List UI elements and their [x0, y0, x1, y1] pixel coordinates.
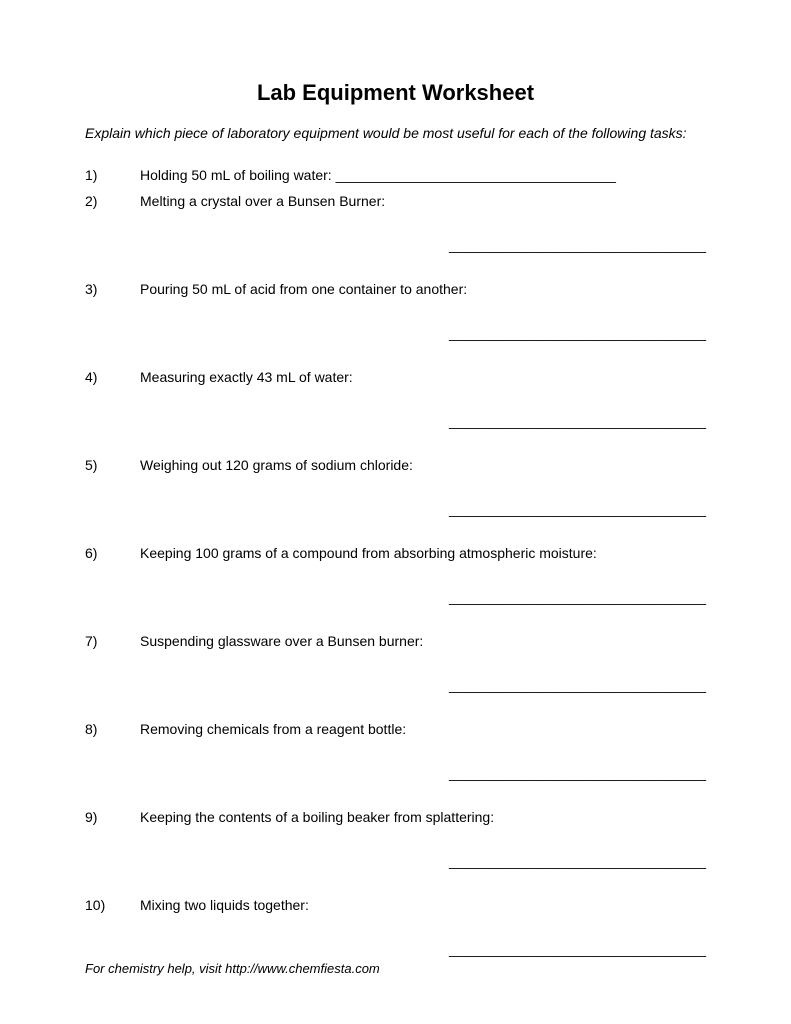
- question-item: 8) Removing chemicals from a reagent bot…: [85, 721, 706, 799]
- question-item: 3) Pouring 50 mL of acid from one contai…: [85, 281, 706, 359]
- question-item: 6) Keeping 100 grams of a compound from …: [85, 545, 706, 623]
- question-body: Keeping the contents of a boiling beaker…: [140, 809, 706, 887]
- question-item: 5) Weighing out 120 grams of sodium chlo…: [85, 457, 706, 535]
- question-text: Keeping the contents of a boiling beaker…: [140, 809, 494, 825]
- answer-blank: _________________________________: [140, 413, 706, 429]
- question-body: Holding 50 mL of boiling water: ________…: [140, 167, 706, 183]
- question-body: Pouring 50 mL of acid from one container…: [140, 281, 706, 359]
- question-list: 1) Holding 50 mL of boiling water: _____…: [85, 167, 706, 975]
- answer-blank: _________________________________: [140, 677, 706, 693]
- question-text: Holding 50 mL of boiling water:: [140, 167, 336, 183]
- question-item: 7) Suspending glassware over a Bunsen bu…: [85, 633, 706, 711]
- question-text: Melting a crystal over a Bunsen Burner:: [140, 193, 385, 209]
- answer-blank: _________________________________: [140, 237, 706, 253]
- answer-blank: _________________________________: [140, 325, 706, 341]
- answer-blank: _________________________________: [140, 589, 706, 605]
- question-number: 8): [85, 721, 140, 799]
- question-number: 5): [85, 457, 140, 535]
- question-body: Measuring exactly 43 mL of water: ______…: [140, 369, 706, 447]
- question-text: Keeping 100 grams of a compound from abs…: [140, 545, 597, 561]
- question-item: 2) Melting a crystal over a Bunsen Burne…: [85, 193, 706, 271]
- page-title: Lab Equipment Worksheet: [85, 80, 706, 106]
- question-text: Pouring 50 mL of acid from one container…: [140, 281, 467, 297]
- answer-blank: _________________________________: [140, 765, 706, 781]
- question-body: Suspending glassware over a Bunsen burne…: [140, 633, 706, 711]
- question-number: 2): [85, 193, 140, 271]
- question-body: Keeping 100 grams of a compound from abs…: [140, 545, 706, 623]
- answer-blank: _________________________________: [140, 853, 706, 869]
- footer-text: For chemistry help, visit http://www.che…: [85, 961, 380, 976]
- question-number: 1): [85, 167, 140, 183]
- instructions-text: Explain which piece of laboratory equipm…: [85, 124, 706, 143]
- question-body: Weighing out 120 grams of sodium chlorid…: [140, 457, 706, 535]
- question-text: Removing chemicals from a reagent bottle…: [140, 721, 406, 737]
- question-item: 9) Keeping the contents of a boiling bea…: [85, 809, 706, 887]
- answer-blank: ____________________________________: [336, 167, 616, 183]
- question-item: 1) Holding 50 mL of boiling water: _____…: [85, 167, 706, 183]
- question-item: 4) Measuring exactly 43 mL of water: ___…: [85, 369, 706, 447]
- answer-blank: _________________________________: [140, 501, 706, 517]
- question-text: Weighing out 120 grams of sodium chlorid…: [140, 457, 413, 473]
- question-number: 9): [85, 809, 140, 887]
- question-body: Melting a crystal over a Bunsen Burner: …: [140, 193, 706, 271]
- question-number: 4): [85, 369, 140, 447]
- question-text: Suspending glassware over a Bunsen burne…: [140, 633, 423, 649]
- question-number: 6): [85, 545, 140, 623]
- question-body: Removing chemicals from a reagent bottle…: [140, 721, 706, 799]
- answer-blank: _________________________________: [140, 941, 706, 957]
- question-number: 7): [85, 633, 140, 711]
- question-number: 3): [85, 281, 140, 359]
- question-text: Mixing two liquids together:: [140, 897, 309, 913]
- question-text: Measuring exactly 43 mL of water:: [140, 369, 353, 385]
